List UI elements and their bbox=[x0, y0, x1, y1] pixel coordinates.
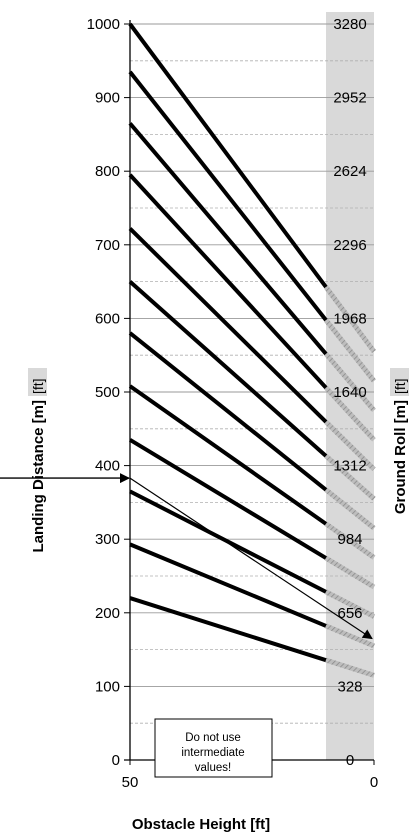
series-line bbox=[128, 22, 328, 289]
x-axis-title: Obstacle Height [ft] bbox=[132, 816, 270, 833]
series-line-hatched bbox=[325, 623, 375, 649]
left-tick-label: 0 bbox=[112, 752, 120, 769]
series-line bbox=[128, 122, 328, 356]
series-line-hatched bbox=[324, 420, 376, 472]
series-line bbox=[128, 70, 328, 322]
x-tick-label: 0 bbox=[370, 774, 378, 791]
left-axis-title-text: Landing Distance [m] bbox=[30, 400, 47, 553]
right-tick-label: 1640 bbox=[333, 384, 366, 401]
series-lines bbox=[128, 22, 377, 678]
left-tick-label: 100 bbox=[95, 678, 120, 695]
right-tick-label: 984 bbox=[337, 531, 362, 548]
series-line-hatched bbox=[324, 352, 376, 413]
series-line bbox=[128, 438, 328, 560]
right-axis-title-text: Ground Roll [m] bbox=[392, 400, 409, 514]
series-line-hatched bbox=[324, 589, 376, 619]
right-tick-label: 2624 bbox=[333, 163, 366, 180]
left-tick-label: 800 bbox=[95, 163, 120, 180]
left-tick-label: 200 bbox=[95, 605, 120, 622]
left-axis-unit: [ft] bbox=[30, 378, 46, 394]
left-unit-box bbox=[28, 368, 47, 396]
note-line-3: values! bbox=[195, 762, 231, 774]
series-line-hatched bbox=[325, 657, 375, 678]
series-line bbox=[128, 280, 328, 458]
example-reading-line bbox=[129, 477, 373, 640]
left-tick-label: 400 bbox=[95, 458, 120, 475]
left-tick-label: 700 bbox=[95, 237, 120, 254]
x-tick-labels: 50 0 bbox=[122, 760, 378, 791]
left-tick-label: 300 bbox=[95, 531, 120, 548]
left-tick-label: 1000 bbox=[87, 16, 120, 33]
series-line bbox=[128, 331, 328, 492]
right-tick-label: 328 bbox=[337, 678, 362, 695]
series-line bbox=[128, 227, 328, 424]
left-tick-labels: 0 100 200 300 400 500 600 700 800 900 1000 bbox=[87, 16, 130, 769]
right-axis-title: Ground Roll [m] [ft] bbox=[390, 368, 409, 514]
x-tick-label: 50 bbox=[122, 774, 139, 791]
example-path bbox=[0, 473, 373, 640]
right-tick-label: 656 bbox=[337, 605, 362, 622]
left-tick-label: 500 bbox=[95, 384, 120, 401]
series-line-hatched bbox=[324, 386, 376, 442]
right-axis-unit: [ft] bbox=[392, 378, 408, 394]
series-line bbox=[129, 489, 327, 594]
series-line bbox=[128, 384, 328, 526]
left-tick-label: 600 bbox=[95, 310, 120, 327]
right-tick-label: 2296 bbox=[333, 237, 366, 254]
series-line-hatched bbox=[324, 555, 376, 590]
right-tick-label: 1312 bbox=[333, 458, 366, 475]
right-tick-label: 2952 bbox=[333, 90, 366, 107]
left-axis-title: Landing Distance [m] [ft] bbox=[28, 368, 47, 553]
series-line-hatched bbox=[324, 521, 376, 560]
right-unit-box bbox=[390, 368, 409, 396]
series-line-hatched bbox=[324, 487, 376, 531]
series-line bbox=[129, 596, 327, 663]
note-box: Do not use intermediate values! bbox=[154, 718, 273, 778]
right-tick-labels: 0 328 656 984 1312 1640 1968 2296 2624 2952 3280 bbox=[333, 16, 366, 769]
note-line-1: Do not use bbox=[185, 732, 241, 744]
series-line-hatched bbox=[323, 285, 377, 354]
series-line-hatched bbox=[324, 454, 376, 501]
series-line-hatched bbox=[324, 318, 376, 383]
left-tick-label: 900 bbox=[95, 90, 120, 107]
right-tick-label: 1968 bbox=[333, 310, 366, 327]
series-line bbox=[129, 542, 327, 628]
note-line-2: intermediate bbox=[181, 747, 244, 759]
right-tick-label: 3280 bbox=[333, 16, 366, 33]
right-tick-label: 0 bbox=[346, 752, 354, 769]
series-line bbox=[128, 173, 328, 390]
